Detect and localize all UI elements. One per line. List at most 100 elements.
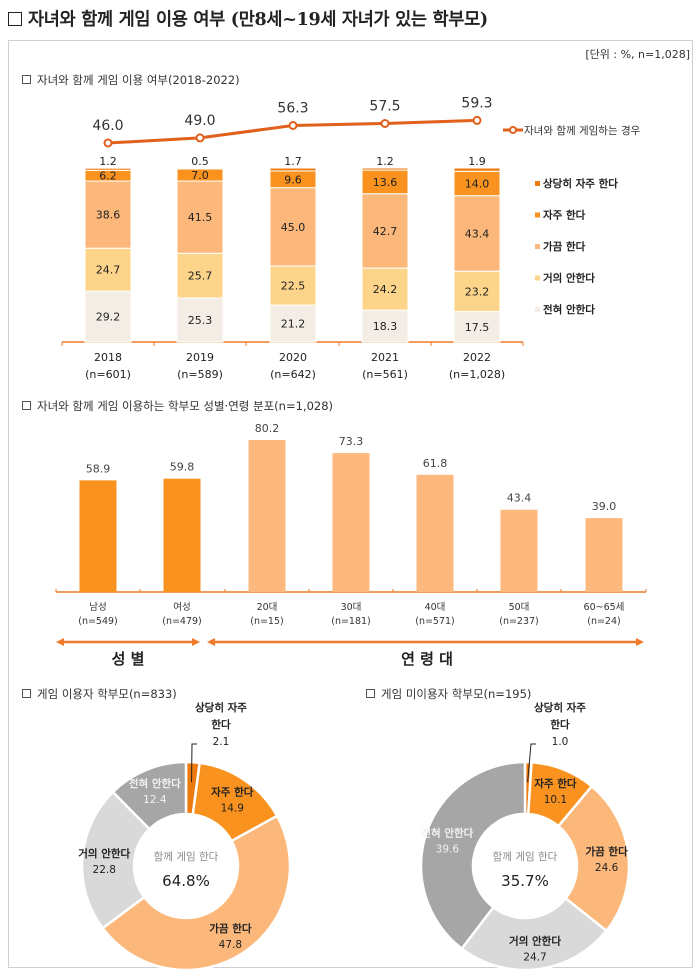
line-point-label: 56.3 <box>277 100 308 116</box>
age-range-arrow-head-left <box>207 638 215 646</box>
legend-label-often: 자주 한다 <box>543 209 586 222</box>
data-label-sometimes: 38.6 <box>96 209 121 222</box>
donut-center-value: 64.8% <box>162 872 210 890</box>
x-tick-sample-size: (n=642) <box>270 368 316 381</box>
data-label: 80.2 <box>255 422 280 435</box>
donut-slice-sometimes <box>100 814 292 972</box>
bar-segment-rarely <box>361 267 409 311</box>
slice-label-sometimes: 가끔 한다 <box>585 845 628 858</box>
data-label-very_often: 0.5 <box>191 155 209 168</box>
section-title-nonusers: 게임 미이용자 학부모(n=195) <box>366 686 531 702</box>
data-label-often: 7.0 <box>191 169 209 182</box>
x-tick-sample-size: (n=237) <box>499 616 539 627</box>
data-label: 58.9 <box>86 462 111 475</box>
section-title-distribution: 자녀와 함께 게임 이용하는 학부모 성별·연령 분포(n=1,028) <box>22 398 333 414</box>
gender-range-arrow-head-right <box>192 638 200 646</box>
data-label: 39.0 <box>592 500 617 513</box>
line-point <box>195 133 205 143</box>
x-tick-sample-size: (n=571) <box>415 616 455 627</box>
data-label-sometimes: 41.5 <box>188 211 213 224</box>
x-tick-sample-size: (n=15) <box>250 616 283 627</box>
data-label-often: 14.0 <box>465 177 490 190</box>
donut-slice-sometimes <box>556 784 631 933</box>
bar-age <box>500 509 538 592</box>
donut-center-label: 함께 게임 한다 <box>154 850 219 863</box>
slice-label-donut_never: 전혀 안한다 <box>129 777 181 790</box>
line-point-label: 57.5 <box>369 98 400 114</box>
section-title-trend: 자녀와 함께 게임 이용 여부(2018-2022) <box>22 72 240 88</box>
bar-segment-very_often <box>84 167 132 171</box>
x-tick-sample-size: (n=1,028) <box>449 368 505 381</box>
donut-center-value: 35.7% <box>501 872 549 890</box>
data-label-never: 17.5 <box>465 321 490 334</box>
section-title-nonusers-text: 게임 미이용자 학부모(n=195) <box>381 687 532 701</box>
square-bullet-icon <box>22 401 31 410</box>
x-tick-label: 2019 <box>186 351 214 364</box>
data-label-often: 6.2 <box>99 170 117 183</box>
x-tick-label: 40대 <box>425 602 446 613</box>
slice-label-often: 10.1 <box>544 794 567 806</box>
slice-label-very_often: 한다 <box>211 718 231 731</box>
donut-slice-donut_never <box>111 760 188 831</box>
slice-label-very_often: 상당히 자주 <box>534 701 586 714</box>
x-tick-sample-size: (n=181) <box>331 616 371 627</box>
legend-swatch-rarely <box>535 275 540 281</box>
line-point <box>103 138 113 148</box>
data-label-often: 9.6 <box>284 173 302 186</box>
data-label-never: 18.3 <box>373 320 398 333</box>
data-label: 59.8 <box>170 461 195 474</box>
stacked-bar-chart: 29.2 24.7 38.6 6.2 1.2 2018 (n=601) 25.3 25.7 41.… <box>61 95 641 381</box>
leader-line <box>527 743 536 783</box>
data-label-rarely: 25.7 <box>188 270 213 283</box>
donut-center-label: 함께 게임 한다 <box>493 850 558 863</box>
data-label-rarely: 22.5 <box>281 280 306 293</box>
legend-swatch-never <box>535 307 540 312</box>
data-label: 43.4 <box>507 492 532 505</box>
x-tick-label: 남성 <box>89 602 106 613</box>
bar-segment-very_often <box>453 167 501 172</box>
x-tick-label: 2021 <box>371 351 399 364</box>
slice-label-often: 자주 한다 <box>211 785 254 798</box>
slice-label-very_often: 2.1 <box>213 736 230 748</box>
gender-range-arrow-head-left <box>56 638 64 646</box>
legend-label-never: 전혀 안한다 <box>543 303 595 316</box>
x-tick-label: 60~65세 <box>584 602 625 613</box>
donut-slice-donut_never <box>419 760 527 951</box>
bar-age <box>416 474 454 592</box>
bar-gender <box>163 478 201 592</box>
line-point-label: 46.0 <box>92 118 123 134</box>
legend-swatch-very_often <box>535 181 540 186</box>
line-point <box>380 118 390 128</box>
data-label-often: 13.6 <box>373 176 398 189</box>
data-label-rarely: 23.2 <box>465 285 490 298</box>
x-tick-sample-size: (n=589) <box>177 368 223 381</box>
x-tick-sample-size: (n=561) <box>362 368 408 381</box>
bar-segment-very_often <box>269 167 317 172</box>
x-tick-label: 2020 <box>279 351 307 364</box>
square-bullet-icon <box>366 689 375 698</box>
donut-slice-donut_rarely <box>460 896 609 972</box>
legend-label-sometimes: 가끔 한다 <box>543 240 586 253</box>
legend-swatch-sometimes <box>535 244 540 249</box>
page-title: 자녀와 함께 게임 이용 여부 (만8세~19세 자녀가 있는 학부모) <box>8 6 488 31</box>
slice-label-sometimes: 47.8 <box>219 939 242 951</box>
legend-label-rarely: 거의 안한다 <box>543 272 595 285</box>
slice-label-sometimes: 가끔 한다 <box>209 922 252 935</box>
square-bullet-icon <box>22 689 31 698</box>
x-tick-label: 2018 <box>94 351 122 364</box>
slice-label-donut_never: 39.6 <box>436 844 460 856</box>
slice-label-very_often: 한다 <box>550 718 570 731</box>
distribution-bar-chart: 58.9 남성 (n=549) 59.8 여성 (n=479) 80.2 20대 (n=15) 7… <box>55 422 647 668</box>
x-tick-label: 2022 <box>463 351 491 364</box>
bar-segment-never <box>176 297 224 343</box>
slice-label-donut_rarely: 거의 안한다 <box>509 934 561 947</box>
data-label-sometimes: 45.0 <box>281 221 306 234</box>
group-label-gender: 성 별 <box>112 650 145 668</box>
page-title-text: 자녀와 함께 게임 이용 여부 (만8세~19세 자녀가 있는 학부모) <box>28 10 488 30</box>
bar-segment-rarely <box>269 265 317 306</box>
data-label-very_often: 1.2 <box>99 155 117 168</box>
bar-age <box>332 453 370 592</box>
